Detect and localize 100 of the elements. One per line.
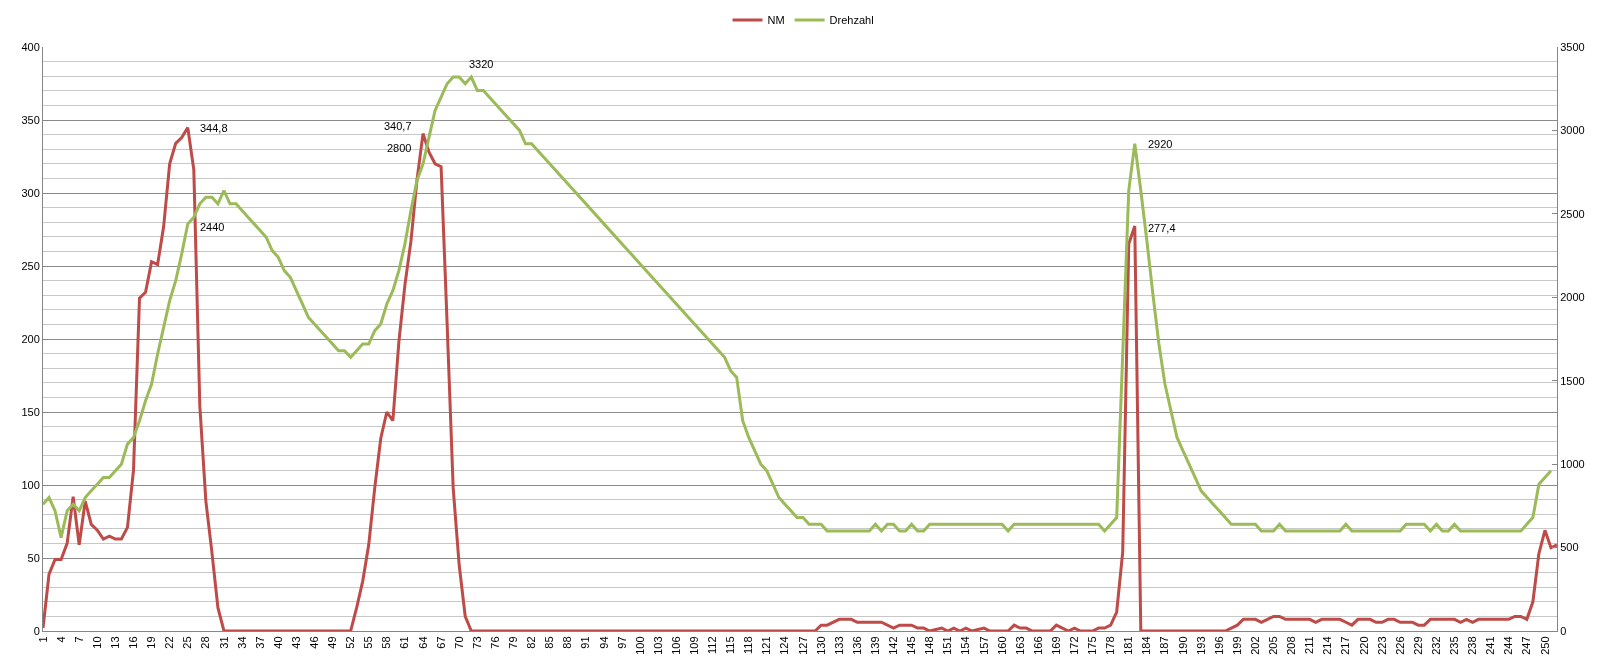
data-label: 344,8 [200,122,228,134]
x-tick-label: 196 [1212,636,1225,655]
legend-label: Drehzahl [829,14,874,27]
x-tick-label: 193 [1194,636,1207,655]
x-tick-label: 37 [253,636,266,649]
y-tick-label: 0 [33,624,40,637]
x-tick-label: 16 [127,636,140,649]
x-tick-label: 76 [488,636,501,649]
x-tick-label: 109 [688,636,701,655]
x-tick-label: 124 [778,636,791,655]
y2-tick-label: 1000 [1560,457,1585,470]
x-tick-label: 190 [1176,636,1189,655]
x-tick-label: 199 [1230,636,1243,655]
x-tick-label: 64 [416,636,429,649]
y2-tick-label: 0 [1560,624,1567,637]
x-tick-label: 184 [1140,636,1153,655]
x-tick-label: 10 [90,636,103,649]
x-tick-label: 220 [1357,636,1370,655]
x-tick-label: 241 [1484,636,1497,655]
x-tick-label: 40 [271,636,284,649]
x-tick-label: 94 [597,636,610,649]
x-tick-label: 178 [1104,636,1117,655]
x-tick-label: 226 [1393,636,1406,655]
x-tick-label: 22 [163,636,176,649]
y2-tick-label: 3500 [1560,40,1585,53]
x-tick-label: 232 [1429,636,1442,655]
x-tick-label: 214 [1321,636,1334,655]
x-tick-label: 49 [326,636,339,649]
x-tick-label: 67 [434,636,447,649]
x-tick-label: 88 [561,636,574,649]
x-tick-label: 121 [760,636,773,655]
x-tick-label: 91 [579,636,592,649]
x-tick-label: 139 [868,636,881,655]
x-tick-label: 58 [380,636,393,649]
y-tick-label: 350 [21,113,40,126]
x-tick-label: 229 [1411,636,1424,655]
x-tick-label: 235 [1448,636,1461,655]
data-label: 2800 [387,142,412,154]
x-tick-label: 130 [814,636,827,655]
x-tick-label: 211 [1303,636,1316,654]
x-tick-label: 97 [615,636,628,649]
x-tick-label: 157 [977,636,990,655]
x-tick-label: 148 [923,636,936,655]
x-tick-label: 154 [959,636,972,655]
x-tick-label: 85 [543,636,556,649]
x-tick-label: 79 [507,636,520,649]
y2-tick-label: 1500 [1560,374,1585,387]
x-tick-label: 166 [1031,636,1044,655]
x-tick-label: 4 [54,636,67,643]
y2-tick-label: 2500 [1560,207,1585,220]
x-tick-label: 118 [742,636,755,654]
x-tick-label: 13 [108,636,121,649]
x-tick-label: 142 [887,636,900,655]
x-tick-label: 25 [181,636,194,649]
x-tick-label: 34 [235,636,248,649]
y-tick-label: 100 [21,478,40,491]
x-tick-label: 136 [850,636,863,655]
x-tick-label: 247 [1520,636,1533,655]
data-label: 2440 [200,221,225,233]
x-tick-label: 250 [1538,636,1551,655]
x-tick-label: 73 [470,636,483,649]
data-label: 340,7 [384,120,412,132]
data-label: 2920 [1148,138,1173,150]
y-tick-label: 150 [21,405,40,418]
x-tick-label: 19 [145,636,158,649]
x-tick-label: 28 [199,636,212,649]
x-tick-label: 61 [398,636,411,649]
x-tick-label: 82 [525,636,538,649]
y-tick-label: 50 [27,551,40,564]
x-tick-label: 205 [1267,636,1280,655]
x-tick-label: 151 [941,636,954,655]
x-tick-label: 175 [1086,636,1099,655]
x-tick-label: 202 [1248,636,1261,655]
y-tick-label: 300 [21,186,40,199]
y-tick-label: 250 [21,259,40,272]
x-tick-label: 43 [289,636,302,649]
x-tick-label: 181 [1122,636,1135,655]
x-tick-label: 238 [1466,636,1479,655]
x-tick-label: 223 [1375,636,1388,655]
x-tick-label: 103 [651,636,664,655]
x-tick-label: 172 [1068,636,1081,655]
x-tick-label: 163 [1013,636,1026,655]
legend-label: NM [767,14,785,27]
x-tick-label: 55 [362,636,375,649]
x-tick-label: 1 [36,636,49,643]
line-series [43,75,1553,540]
data-label: 3320 [469,58,494,70]
x-tick-label: 169 [1049,636,1062,655]
y2-tick-label: 3000 [1560,124,1585,137]
x-tick-label: 100 [633,636,646,655]
x-tick-label: 106 [669,636,682,655]
x-tick-label: 217 [1339,636,1352,655]
x-tick-label: 115 [724,636,737,654]
x-tick-label: 112 [706,636,719,654]
x-tick-label: 70 [452,636,465,649]
x-tick-label: 133 [832,636,845,655]
x-tick-label: 127 [796,636,809,655]
y-tick-label: 400 [21,40,40,53]
x-tick-label: 244 [1502,636,1515,655]
y-tick-label: 200 [21,332,40,345]
